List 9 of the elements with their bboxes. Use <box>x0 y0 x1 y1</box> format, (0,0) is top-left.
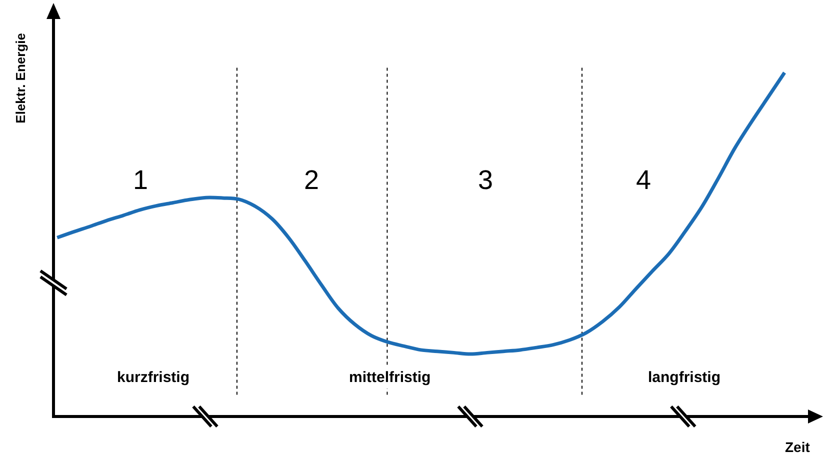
annotation: 2 <box>304 165 320 195</box>
y-axis-title: Elektr. Energie <box>13 33 28 124</box>
x-axis-title: Zeit <box>785 439 810 455</box>
annotation: kurzfristig <box>117 369 190 386</box>
annotation: 1 <box>133 165 148 195</box>
annotation: langfristig <box>648 369 721 386</box>
annotation: 3 <box>478 165 494 195</box>
annotation: 4 <box>636 165 652 195</box>
annotation: mittelfristig <box>349 369 431 386</box>
